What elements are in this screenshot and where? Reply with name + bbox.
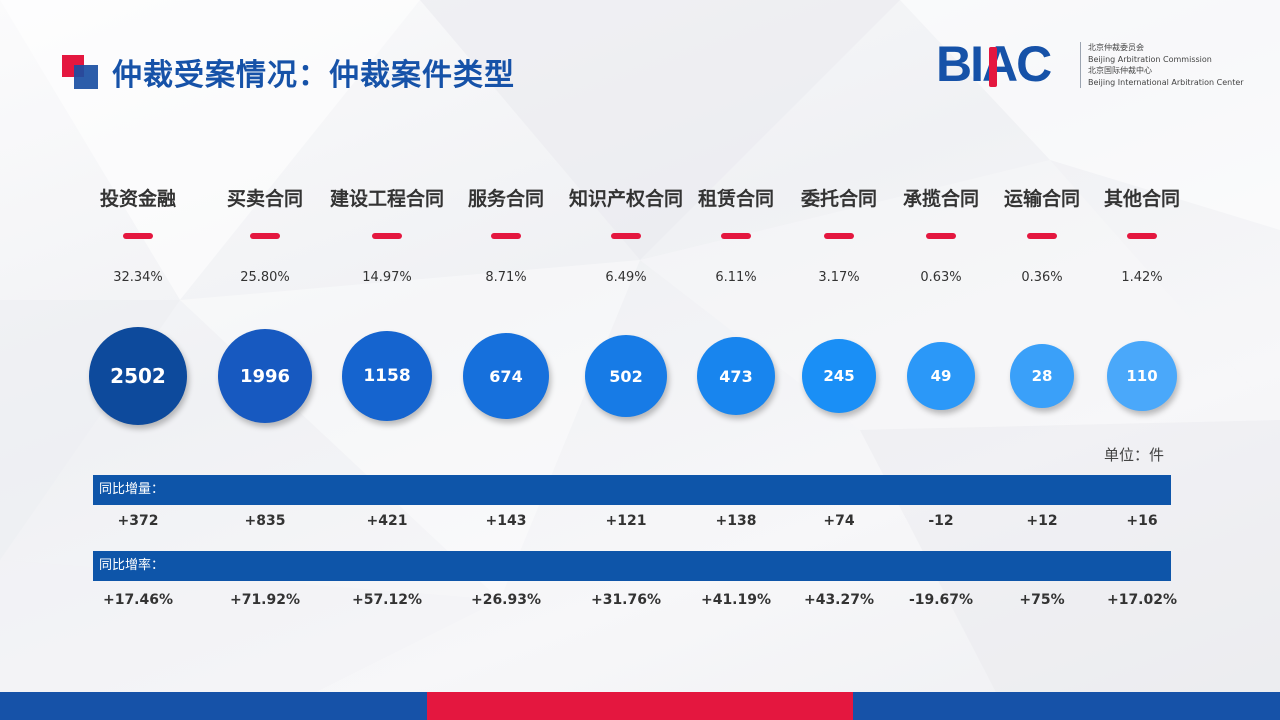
category-label: 运输合同	[1003, 188, 1080, 210]
category-share: 8.71%	[485, 270, 527, 285]
yoy-rate-value: +41.19%	[700, 592, 772, 608]
count-bubble: 110	[1107, 341, 1177, 411]
yoy-change-value: +74	[823, 513, 855, 529]
footer-bar-blue-right	[853, 692, 1280, 720]
yoy-rate-band: 同比增率：	[93, 551, 1171, 581]
logo-text: 北京仲裁委员会 Beijing Arbitration Commission 北…	[1088, 42, 1244, 88]
category-share: 1.42%	[1121, 270, 1163, 285]
count-bubble: 502	[585, 335, 667, 417]
yoy-rate-value: +75%	[1019, 592, 1065, 608]
count-bubble: 473	[697, 337, 775, 415]
category-dash	[250, 233, 280, 239]
category-label: 租赁合同	[697, 188, 774, 210]
yoy-change-value: +835	[244, 513, 286, 529]
footer-bar-red	[427, 692, 853, 720]
yoy-rate-value: +17.46%	[102, 592, 174, 608]
category-share: 0.36%	[1021, 270, 1063, 285]
category-dash	[721, 233, 751, 239]
count-bubble: 28	[1010, 344, 1074, 408]
category-label: 承揽合同	[902, 188, 979, 210]
category-share: 25.80%	[240, 270, 290, 285]
yoy-change-value: +12	[1026, 513, 1058, 529]
footer-bar-blue-left	[0, 692, 427, 720]
category-dash	[491, 233, 521, 239]
yoy-rate-value: -19.67%	[908, 592, 974, 608]
category-label: 委托合同	[800, 188, 877, 210]
category-label: 知识产权合同	[568, 188, 683, 210]
count-bubble: 245	[802, 339, 876, 413]
category-label: 建设工程合同	[329, 188, 444, 210]
yoy-rate-value: +26.93%	[470, 592, 542, 608]
unit-label: 单位：件	[1104, 446, 1165, 464]
yoy-rate-value: +57.12%	[351, 592, 423, 608]
yoy-change-value: +421	[366, 513, 408, 529]
overlapping-squares-icon	[62, 55, 98, 89]
category-share: 6.11%	[715, 270, 757, 285]
logo-divider	[1080, 42, 1081, 88]
count-bubble: 1158	[342, 331, 432, 421]
yoy-change-value: -12	[928, 513, 954, 529]
category-label: 服务合同	[467, 188, 544, 210]
category-dash	[372, 233, 402, 239]
category-dash	[123, 233, 153, 239]
page-title: 仲裁受案情况：仲裁案件类型	[112, 58, 515, 93]
category-dash	[824, 233, 854, 239]
category-label: 投资金融	[99, 188, 176, 210]
category-share: 6.49%	[605, 270, 647, 285]
category-label: 买卖合同	[226, 188, 303, 210]
yoy-change-value: +372	[117, 513, 159, 529]
yoy-rate-value: +43.27%	[803, 592, 875, 608]
category-dash	[1127, 233, 1157, 239]
count-bubble: 1996	[218, 329, 312, 423]
yoy-change-value: +16	[1126, 513, 1158, 529]
yoy-rate-value: +31.76%	[590, 592, 662, 608]
logo-line: Beijing International Arbitration Center	[1088, 77, 1244, 87]
yoy-rate-value: +71.92%	[229, 592, 301, 608]
category-share: 14.97%	[362, 270, 412, 285]
category-dash	[611, 233, 641, 239]
category-label: 其他合同	[1103, 188, 1180, 210]
biac-logo: BIAC 北京仲裁委员会 Beijing Arbitration Commiss…	[936, 36, 1246, 92]
yoy-change-value: +138	[715, 513, 757, 529]
count-bubble: 674	[463, 333, 549, 419]
category-dash	[1027, 233, 1057, 239]
category-share: 32.34%	[113, 270, 163, 285]
yoy-change-value: +143	[485, 513, 527, 529]
yoy-rate-value: +17.02%	[1106, 592, 1178, 608]
logo-line: 北京国际仲裁中心	[1088, 66, 1152, 75]
yoy-change-band: 同比增量：	[93, 475, 1171, 505]
category-share: 0.63%	[920, 270, 962, 285]
logo-line: 北京仲裁委员会	[1088, 43, 1144, 52]
yoy-change-value: +121	[605, 513, 647, 529]
count-bubble: 49	[907, 342, 975, 410]
count-bubble: 2502	[89, 327, 187, 425]
logo-red-bar	[989, 47, 997, 87]
logo-line: Beijing Arbitration Commission	[1088, 54, 1212, 64]
category-share: 3.17%	[818, 270, 860, 285]
category-dash	[926, 233, 956, 239]
